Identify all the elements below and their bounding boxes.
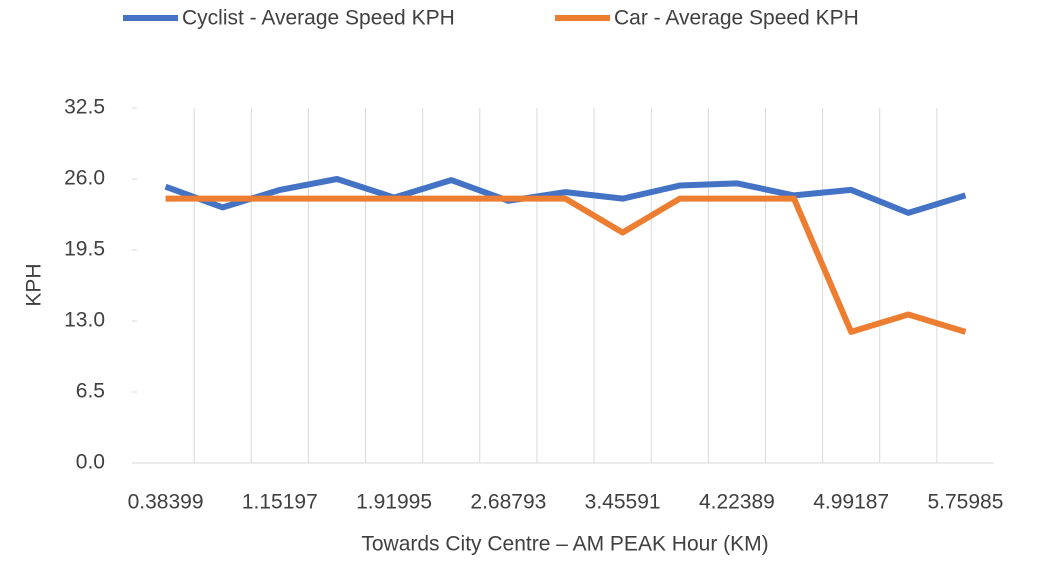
x-tick-label: 1.91995 [356,491,432,514]
y-axis-title: KPH [23,263,46,306]
series-line [164,176,967,216]
x-tick-label: 3.45591 [585,491,661,514]
x-tick-label: 5.75985 [927,491,1003,514]
x-tick-label: 4.99187 [813,491,889,514]
legend-label: Car - Average Speed KPH [614,7,859,30]
y-tick-label: 19.5 [64,238,105,261]
y-tick-label: 13.0 [64,309,105,332]
series-line [165,195,967,335]
y-tick-label: 26.0 [64,167,105,190]
x-axis-title: Towards City Centre – AM PEAK Hour (KM) [361,533,768,556]
x-tick-label: 4.22389 [699,491,775,514]
x-tick-label: 0.38399 [128,491,204,514]
y-tick-label: 0.0 [76,451,105,474]
y-tick-label: 32.5 [64,96,105,119]
y-tick-label: 6.5 [76,380,105,403]
legend-label: Cyclist - Average Speed KPH [182,7,455,30]
x-tick-label: 2.68793 [470,491,546,514]
x-tick-label: 1.15197 [242,491,318,514]
